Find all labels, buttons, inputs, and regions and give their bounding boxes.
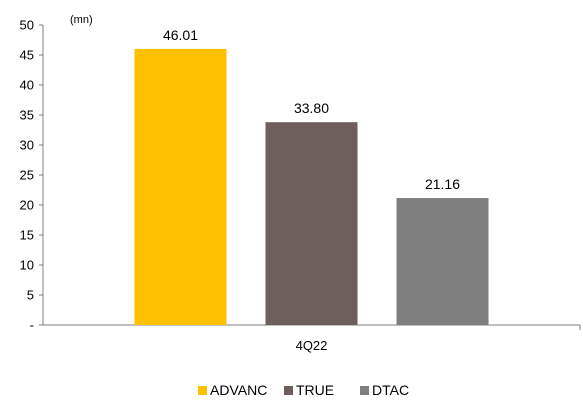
legend-swatch-dtac bbox=[360, 386, 369, 395]
legend-swatch-true bbox=[284, 386, 293, 395]
y-axis: - 5 10 15 20 25 30 35 40 45 50 bbox=[20, 18, 44, 333]
x-tick-label: 4Q22 bbox=[296, 338, 328, 353]
bar-true bbox=[265, 122, 358, 325]
legend-swatch-advanc bbox=[198, 386, 207, 395]
y-tick-label: 30 bbox=[20, 138, 34, 153]
data-label-true: 33.80 bbox=[294, 100, 329, 116]
bar-advanc bbox=[134, 48, 227, 325]
y-tick-label: 25 bbox=[20, 168, 34, 183]
bar-dtac bbox=[396, 198, 489, 325]
y-tick-label: 10 bbox=[20, 258, 34, 273]
legend: ADVANC TRUE DTAC bbox=[198, 382, 409, 398]
legend-label-dtac: DTAC bbox=[372, 382, 409, 398]
y-tick-label: 5 bbox=[27, 288, 34, 303]
y-tick-label: 20 bbox=[20, 198, 34, 213]
y-tick-label: 15 bbox=[20, 228, 34, 243]
legend-label-advanc: ADVANC bbox=[210, 382, 267, 398]
y-tick-label: 35 bbox=[20, 108, 34, 123]
unit-label: (mn) bbox=[70, 14, 93, 26]
data-label-dtac: 21.16 bbox=[425, 176, 460, 192]
x-axis: 4Q22 bbox=[43, 324, 581, 353]
y-tick-label: - bbox=[30, 318, 34, 333]
data-label-advanc: 46.01 bbox=[163, 27, 198, 43]
y-tick-label: 45 bbox=[20, 48, 34, 63]
y-tick-label: 40 bbox=[20, 78, 34, 93]
y-tick-label: 50 bbox=[20, 18, 34, 33]
legend-label-true: TRUE bbox=[296, 382, 334, 398]
bars: 46.01 33.80 21.16 bbox=[134, 27, 489, 325]
